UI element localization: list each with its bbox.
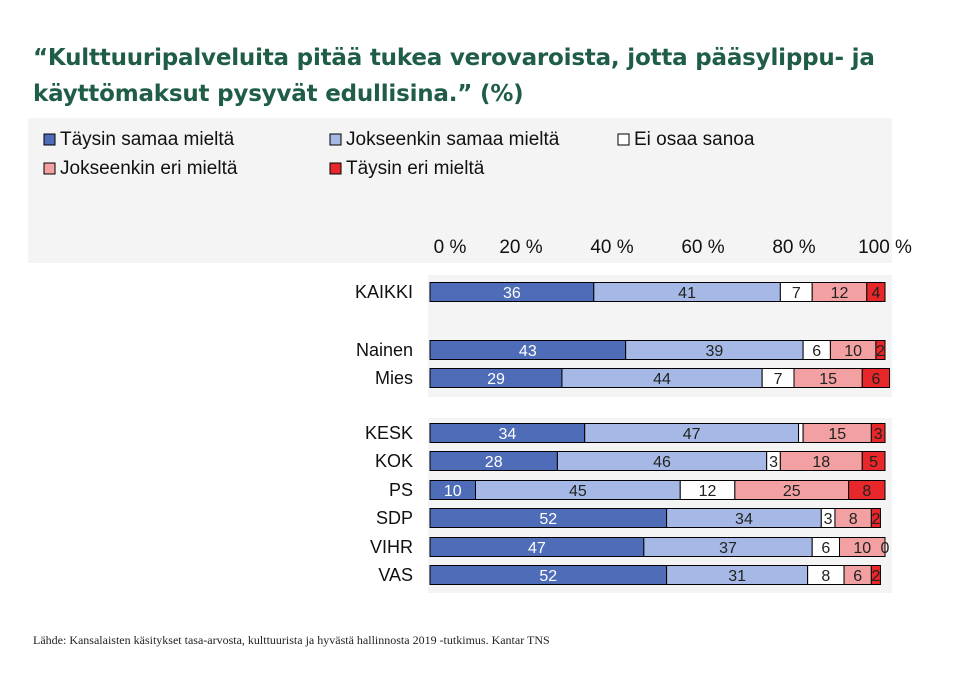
- data-label: 6: [871, 371, 880, 388]
- bar-row: 10 45 12 25 8: [429, 480, 886, 500]
- legend: Täysin samaa mieltä Jokseenkin samaa miel…: [43, 129, 755, 179]
- legend-swatch: [43, 133, 56, 146]
- bars: 36 41 7 12 443 39 6 10 229 44 7 15 634 47 15 328 46 3 18 51…: [429, 282, 891, 585]
- data-label: 52: [539, 568, 557, 585]
- data-label: 6: [821, 540, 830, 557]
- bar-segment: [875, 340, 886, 360]
- bar-row: 52 31 8 6 2: [429, 565, 881, 585]
- category-label: VAS: [378, 565, 413, 585]
- data-label: 46: [653, 454, 671, 471]
- data-label: 39: [705, 343, 723, 360]
- legend-swatch: [329, 133, 342, 146]
- category-label: VIHR: [370, 537, 413, 557]
- bar-row: 43 39 6 10 2: [429, 340, 886, 360]
- data-label: 2: [871, 568, 880, 585]
- bar-row: 29 44 7 15 6: [429, 368, 891, 388]
- category-labels: KAIKKI Nainen Mies KESK KOK PS SDP VIHR VAS: [355, 282, 413, 585]
- data-label: 3: [874, 426, 883, 443]
- bar-row: 34 47 15 3: [429, 423, 886, 443]
- legend-swatch: [329, 162, 342, 175]
- x-tick-label: 80 %: [772, 237, 815, 258]
- plot-panel-parties: [428, 418, 892, 593]
- data-label: 5: [869, 454, 878, 471]
- data-label: 43: [519, 343, 537, 360]
- legend-label: Täysin eri mieltä: [346, 158, 485, 179]
- data-label: 36: [503, 285, 521, 302]
- legend-swatch: [43, 162, 56, 175]
- data-label: 8: [849, 511, 858, 528]
- data-label: 47: [683, 426, 701, 443]
- bar-row: 47 37 6 10 0: [429, 537, 890, 557]
- chart-title: “Kulttuuripalveluita pitää tukea verovar…: [33, 45, 875, 107]
- data-label: 8: [862, 483, 871, 500]
- bar-segment: [866, 282, 886, 302]
- data-label: 47: [528, 540, 546, 557]
- data-label: 28: [485, 454, 503, 471]
- category-label: KESK: [365, 423, 413, 443]
- data-label: 2: [871, 511, 880, 528]
- bar-row: 36 41 7 12 4: [429, 282, 886, 302]
- data-label: 7: [774, 371, 783, 388]
- x-tick-label: 20 %: [499, 237, 542, 258]
- data-label: 41: [678, 285, 696, 302]
- data-label: 18: [812, 454, 830, 471]
- data-label: 10: [853, 540, 871, 557]
- bar-segment: [861, 368, 891, 388]
- category-label: SDP: [376, 508, 413, 528]
- data-label: 45: [569, 483, 587, 500]
- x-tick-label: 60 %: [681, 237, 724, 258]
- data-label: 44: [653, 371, 671, 388]
- data-label: 8: [821, 568, 830, 585]
- legend-label: Ei osaa sanoa: [634, 129, 755, 150]
- data-label: 0: [881, 540, 890, 557]
- data-label: 6: [853, 568, 862, 585]
- bar-segment: [848, 480, 886, 500]
- data-label: 37: [719, 540, 737, 557]
- legend-label: Jokseenkin eri mieltä: [60, 158, 238, 179]
- category-label: Mies: [375, 368, 413, 388]
- data-label: 34: [498, 426, 516, 443]
- x-tick-label: 40 %: [590, 237, 633, 258]
- category-label: Nainen: [356, 340, 413, 360]
- data-label: 10: [844, 343, 862, 360]
- legend-label: Jokseenkin samaa mieltä: [346, 129, 560, 150]
- data-label: 10: [444, 483, 462, 500]
- x-tick-label: 0 %: [434, 237, 467, 258]
- legend-swatch: [617, 133, 630, 146]
- bar-segment: [798, 423, 804, 443]
- x-tick-label: 100 %: [858, 237, 912, 258]
- data-label: 12: [699, 483, 717, 500]
- category-label: KAIKKI: [355, 282, 413, 302]
- bar-row: 52 34 3 8 2: [429, 508, 881, 528]
- data-label: 25: [783, 483, 801, 500]
- source-footnote: Lähde: Kansalaisten käsitykset tasa-arvo…: [33, 633, 550, 647]
- bar-segment: [861, 451, 886, 471]
- data-label: 2: [876, 343, 885, 360]
- data-label: 34: [735, 511, 753, 528]
- x-axis-tick-labels: 0 % 20 % 40 % 60 % 80 % 100 %: [434, 237, 912, 258]
- category-label: KOK: [375, 451, 413, 471]
- data-label: 4: [871, 285, 880, 302]
- data-label: 3: [824, 511, 833, 528]
- data-label: 29: [487, 371, 505, 388]
- data-label: 15: [828, 426, 846, 443]
- data-label: 12: [831, 285, 849, 302]
- data-label: 31: [728, 568, 746, 585]
- data-label: 3: [769, 454, 778, 471]
- bar-row: 28 46 3 18 5: [429, 451, 886, 471]
- category-label: PS: [389, 480, 413, 500]
- bar-segment: [870, 565, 881, 585]
- legend-label: Täysin samaa mieltä: [60, 129, 235, 150]
- data-label: 7: [792, 285, 801, 302]
- data-label: 15: [819, 371, 837, 388]
- legend-panel: [28, 118, 892, 263]
- data-label: 52: [539, 511, 557, 528]
- bar-segment: [870, 508, 881, 528]
- data-label: 6: [812, 343, 821, 360]
- bar-segment: [870, 423, 886, 443]
